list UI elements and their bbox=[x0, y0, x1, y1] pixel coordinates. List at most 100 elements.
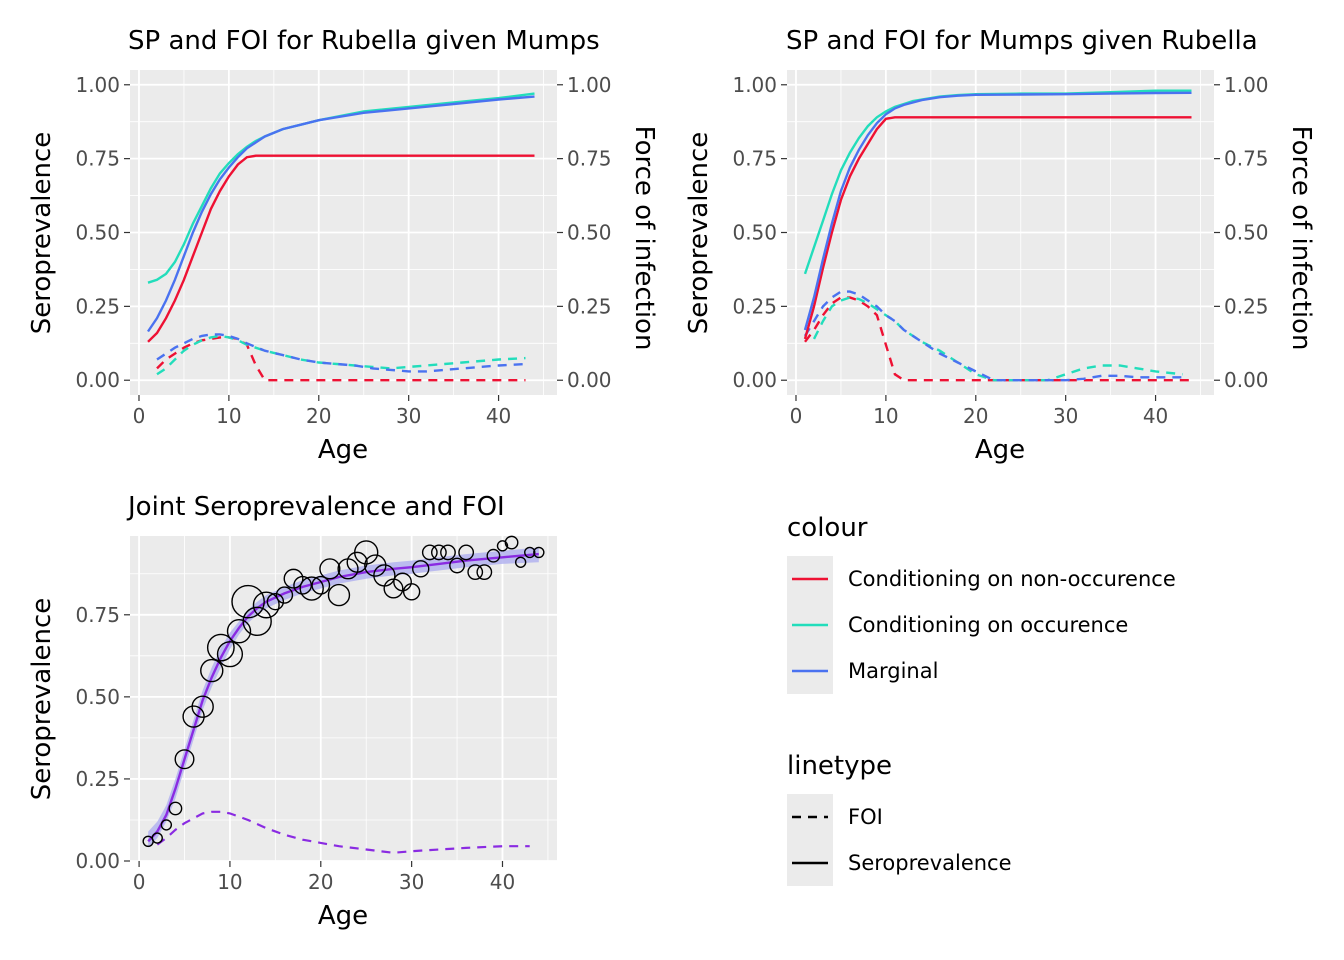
legend-label: Conditioning on non-occurence bbox=[848, 567, 1176, 591]
series-non_occurrence-foi-line bbox=[156, 336, 526, 382]
rubella-x-axis-label: Age bbox=[318, 435, 368, 465]
data-point bbox=[242, 606, 272, 637]
y2-tick-label: 0.25 bbox=[567, 294, 612, 318]
y-tick-label: 0.25 bbox=[75, 294, 120, 318]
data-point bbox=[283, 568, 304, 589]
data-point bbox=[319, 558, 341, 580]
legend-label: Conditioning on occurence bbox=[848, 613, 1128, 637]
joint-x-axis-label: Age bbox=[318, 901, 368, 931]
data-point bbox=[252, 591, 280, 619]
legend-colour-items: Conditioning on non-occurence Conditionin… bbox=[787, 556, 1176, 694]
data-point bbox=[504, 535, 519, 550]
data-point bbox=[524, 546, 536, 559]
rubella-grid bbox=[130, 70, 557, 395]
mumps-y2-axis-label: Force of infection bbox=[1286, 126, 1316, 351]
y2-tick-label: 0.00 bbox=[1224, 368, 1269, 392]
data-point bbox=[458, 544, 475, 561]
data-point bbox=[514, 556, 527, 568]
x-tick-label: 10 bbox=[216, 404, 241, 428]
series-non_occurrence-seroprevalence-line bbox=[147, 154, 535, 343]
data-point bbox=[402, 583, 421, 601]
data-point bbox=[486, 548, 501, 563]
x-tick-label: 30 bbox=[399, 870, 424, 894]
data-point bbox=[151, 832, 163, 844]
rubella-panel: SP and FOI for Rubella given Mumps 0 10 20… bbox=[27, 26, 659, 465]
mumps-lines bbox=[803, 89, 1192, 382]
y2-tick-label: 0.25 bbox=[1224, 294, 1269, 318]
legend: colour Conditioning on non-occurenceCond… bbox=[787, 513, 1176, 886]
series-marginal-seroprevalence-line bbox=[147, 95, 535, 333]
y-tick-label: 0.25 bbox=[75, 767, 120, 791]
y2-tick-label: 0.75 bbox=[1224, 147, 1269, 171]
joint-foi-line bbox=[156, 810, 530, 854]
joint-panel: Joint Seroprevalence and FOI 0 10 20 30 40 0.… bbox=[27, 492, 557, 931]
data-point bbox=[354, 540, 379, 565]
data-point bbox=[226, 619, 252, 644]
data-point bbox=[311, 575, 331, 595]
x-tick-label: 20 bbox=[963, 404, 988, 428]
x-tick-label: 20 bbox=[306, 404, 331, 428]
legend-label: Marginal bbox=[848, 659, 938, 683]
data-point bbox=[266, 592, 285, 611]
data-point bbox=[533, 546, 545, 559]
mumps-panel: SP and FOI for Mumps given Rubella 0 10 20… bbox=[684, 26, 1316, 465]
joint-lines bbox=[142, 535, 545, 854]
y-tick-label: 0.50 bbox=[75, 685, 120, 709]
x-tick-label: 0 bbox=[133, 404, 146, 428]
y2-tick-label: 0.50 bbox=[567, 221, 612, 245]
data-point bbox=[327, 583, 351, 607]
series-non_occurrence-foi-line bbox=[804, 296, 1192, 382]
x-tick-label: 30 bbox=[396, 404, 421, 428]
y-tick-label: 0.00 bbox=[75, 849, 120, 873]
data-point bbox=[206, 633, 235, 662]
data-point bbox=[467, 564, 484, 581]
rubella-title: SP and FOI for Rubella given Mumps bbox=[128, 26, 600, 56]
data-point bbox=[174, 749, 195, 770]
x-tick-label: 20 bbox=[308, 870, 333, 894]
x-tick-label: 0 bbox=[790, 404, 803, 428]
data-point bbox=[421, 544, 438, 561]
data-point bbox=[275, 586, 294, 604]
data-point bbox=[216, 641, 244, 668]
series-marginal-seroprevalence-line bbox=[803, 91, 1192, 331]
rubella-y2-axis-label: Force of infection bbox=[629, 126, 659, 351]
y-tick-label: 0.50 bbox=[75, 221, 120, 245]
series-marginal-foi-line bbox=[156, 333, 526, 373]
mumps-y-axis-label: Seroprevalence bbox=[684, 132, 714, 334]
x-tick-label: 40 bbox=[1143, 404, 1168, 428]
data-point bbox=[160, 819, 173, 831]
y-tick-label: 0.75 bbox=[732, 147, 777, 171]
y2-tick-label: 1.00 bbox=[1224, 73, 1269, 97]
data-point bbox=[476, 564, 493, 581]
data-point bbox=[191, 695, 214, 718]
series-non_occurrence-seroprevalence-line bbox=[803, 116, 1192, 340]
legend-label: FOI bbox=[848, 805, 883, 829]
data-point bbox=[449, 557, 465, 574]
y2-tick-label: 0.00 bbox=[567, 368, 612, 392]
y2-tick-label: 1.00 bbox=[567, 73, 612, 97]
data-point bbox=[383, 578, 404, 599]
y-tick-label: 1.00 bbox=[75, 73, 120, 97]
mumps-x-axis-label: Age bbox=[975, 435, 1025, 465]
rubella-lines bbox=[147, 92, 535, 382]
rubella-y-axis-label: Seroprevalence bbox=[27, 132, 57, 334]
y2-tick-label: 0.50 bbox=[1224, 221, 1269, 245]
series-occurrence-seroprevalence-line bbox=[147, 92, 535, 284]
y-tick-label: 0.00 bbox=[75, 368, 120, 392]
data-point bbox=[346, 551, 368, 573]
x-tick-label: 10 bbox=[873, 404, 898, 428]
y2-tick-label: 0.75 bbox=[567, 147, 612, 171]
rubella-ticks: 0 10 20 30 40 0.00 0.00 0.25 0.25 0.50 0.50 0.75 0.7… bbox=[75, 73, 611, 428]
mumps-ticks: 0 10 20 30 40 0.00 0.00 0.25 0.25 0.50 0.50 0.75 0.7… bbox=[732, 73, 1268, 428]
data-point bbox=[231, 584, 265, 619]
data-point bbox=[200, 658, 224, 683]
x-tick-label: 10 bbox=[217, 870, 242, 894]
data-point bbox=[393, 572, 412, 592]
data-point bbox=[168, 801, 183, 816]
x-tick-label: 30 bbox=[1053, 404, 1078, 428]
joint-plot-area bbox=[130, 536, 557, 861]
data-point bbox=[299, 576, 324, 601]
y-tick-label: 1.00 bbox=[732, 73, 777, 97]
y-tick-label: 0.00 bbox=[732, 368, 777, 392]
